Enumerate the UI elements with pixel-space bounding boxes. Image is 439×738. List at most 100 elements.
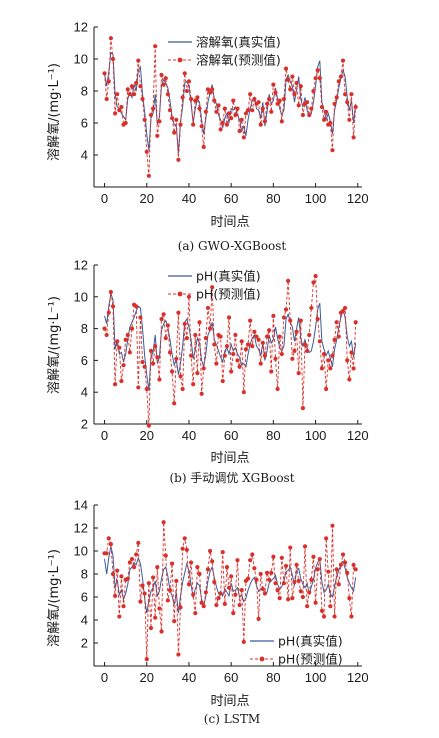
- x-axis-label: 时间点: [210, 215, 249, 230]
- data-point-predicted: [180, 386, 185, 392]
- data-point-predicted: [184, 547, 189, 552]
- data-point-predicted: [222, 601, 227, 607]
- y-tick-label: 10: [74, 52, 88, 67]
- data-point-predicted: [174, 356, 179, 361]
- data-point-predicted: [178, 122, 183, 127]
- data-point-predicted: [279, 555, 284, 561]
- data-point-predicted: [224, 565, 230, 570]
- data-point-predicted: [252, 96, 257, 102]
- data-point-predicted: [197, 106, 202, 111]
- data-point-predicted: [332, 337, 337, 342]
- data-point-predicted: [123, 337, 128, 342]
- data-point-predicted: [235, 558, 240, 563]
- data-point-predicted: [290, 74, 295, 79]
- legend-marker-predicted: [259, 656, 265, 662]
- data-point-predicted: [231, 351, 236, 357]
- data-point-predicted: [283, 307, 289, 312]
- data-point-predicted: [256, 616, 261, 621]
- data-point-predicted: [258, 122, 263, 127]
- data-point-predicted: [113, 593, 118, 598]
- data-point-predicted: [277, 596, 282, 601]
- data-point-predicted: [321, 351, 327, 357]
- data-point-predicted: [104, 96, 109, 102]
- data-point-predicted: [239, 117, 244, 122]
- series-line-actual: [104, 51, 357, 154]
- data-point-predicted: [300, 594, 306, 600]
- data-point-predicted: [131, 565, 137, 570]
- data-point-predicted: [191, 122, 196, 127]
- data-point-predicted: [199, 124, 204, 129]
- data-point-predicted: [136, 540, 141, 546]
- data-point-predicted: [216, 103, 221, 108]
- data-point-predicted: [150, 575, 156, 580]
- y-tick-label: 8: [81, 567, 88, 582]
- data-point-predicted: [144, 657, 149, 662]
- data-point-predicted: [248, 92, 253, 97]
- y-tick-label: 2: [81, 417, 88, 432]
- data-point-predicted: [231, 611, 236, 616]
- data-point-predicted: [201, 604, 206, 609]
- data-point-predicted: [102, 326, 107, 331]
- data-point-predicted: [292, 92, 297, 97]
- data-point-predicted: [321, 614, 327, 619]
- data-point-predicted: [121, 363, 126, 368]
- data-point-predicted: [345, 100, 350, 105]
- data-point-predicted: [106, 536, 111, 541]
- data-point-predicted: [167, 350, 173, 355]
- data-point-predicted: [298, 318, 303, 323]
- data-point-predicted: [197, 571, 202, 577]
- data-point-predicted: [311, 88, 316, 94]
- data-point-predicted: [267, 328, 272, 333]
- data-point-predicted: [305, 100, 310, 105]
- series-line-predicted: [104, 38, 357, 176]
- data-point-predicted: [134, 304, 139, 309]
- data-point-predicted: [163, 336, 168, 341]
- x-tick-label: 60: [224, 191, 238, 206]
- data-point-predicted: [250, 552, 255, 557]
- data-point-predicted: [313, 76, 318, 81]
- data-point-predicted: [311, 280, 316, 285]
- data-point-predicted: [328, 120, 333, 126]
- data-point-predicted: [172, 401, 177, 406]
- data-point-predicted: [210, 285, 215, 290]
- data-point-predicted: [119, 104, 124, 110]
- data-point-predicted: [292, 579, 297, 585]
- data-point-predicted: [273, 90, 278, 95]
- data-point-predicted: [144, 386, 149, 392]
- data-point-predicted: [203, 109, 208, 114]
- data-point-predicted: [222, 106, 227, 111]
- data-point-predicted: [191, 592, 196, 597]
- data-point-predicted: [220, 378, 225, 384]
- data-point-predicted: [353, 320, 358, 325]
- data-point-predicted: [199, 600, 204, 605]
- data-point-predicted: [226, 585, 232, 590]
- data-point-predicted: [231, 98, 236, 103]
- data-point-predicted: [233, 332, 238, 338]
- data-point-predicted: [110, 56, 116, 62]
- data-point-predicted: [148, 112, 154, 118]
- data-point-predicted: [319, 608, 325, 613]
- data-point-predicted: [252, 566, 257, 571]
- data-point-predicted: [330, 148, 335, 153]
- data-point-predicted: [110, 571, 116, 577]
- data-point-predicted: [277, 334, 282, 339]
- data-point-predicted: [214, 361, 219, 366]
- data-point-predicted: [351, 366, 356, 371]
- caption: (c) LSTM: [204, 712, 260, 726]
- data-point-predicted: [296, 103, 301, 108]
- data-point-predicted: [332, 101, 337, 106]
- x-tick-label: 0: [101, 191, 108, 206]
- data-point-predicted: [250, 343, 255, 349]
- data-point-predicted: [163, 553, 168, 558]
- data-point-predicted: [226, 315, 232, 320]
- x-axis-label: 时间点: [210, 451, 249, 466]
- data-point-predicted: [273, 356, 278, 361]
- data-point-predicted: [150, 106, 156, 111]
- data-point-predicted: [142, 364, 147, 369]
- caption: (a) GWO-XGBoost: [178, 239, 287, 253]
- data-point-predicted: [340, 309, 346, 314]
- data-point-predicted: [169, 116, 175, 121]
- data-point-predicted: [146, 581, 151, 586]
- data-point-predicted: [245, 108, 251, 113]
- data-point-predicted: [351, 562, 356, 567]
